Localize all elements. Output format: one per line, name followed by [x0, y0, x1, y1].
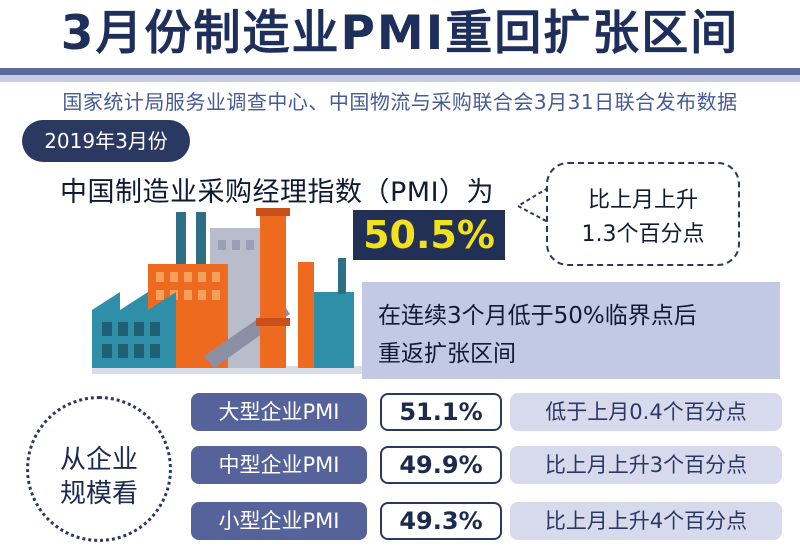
title-divider-light	[0, 75, 800, 82]
page-title: 3月份制造业PMI重回扩张区间	[60, 6, 740, 61]
large-enterprise-label: 大型企业PMI	[191, 393, 367, 431]
medium-enterprise-label: 中型企业PMI	[191, 446, 367, 484]
critical-line-2: 重返扩张区间	[378, 341, 516, 367]
change-bubble: 比上月上升 1.3个百分点	[546, 162, 740, 266]
circle-line-2: 规模看	[59, 479, 138, 509]
critical-point-note: 在连续3个月低于50%临界点后 重返扩张区间	[362, 282, 780, 379]
critical-line-1: 在连续3个月低于50%临界点后	[378, 303, 697, 329]
large-enterprise-change: 低于上月0.4个百分点	[510, 393, 782, 431]
bubble-tail	[516, 186, 550, 224]
small-enterprise-value: 49.3%	[380, 502, 502, 540]
large-enterprise-value: 51.1%	[380, 393, 502, 431]
title-divider	[0, 68, 800, 75]
factory-illustration	[92, 208, 372, 374]
bubble-line-2: 1.3个百分点	[581, 222, 705, 247]
small-enterprise-label: 小型企业PMI	[191, 502, 367, 540]
medium-enterprise-change: 比上月上升3个百分点	[510, 446, 782, 484]
source-line: 国家统计局服务业调查中心、中国物流与采购联合会3月31日联合发布数据	[62, 90, 738, 114]
medium-enterprise-value: 49.9%	[380, 446, 502, 484]
period-badge: 2019年3月份	[22, 120, 190, 162]
enterprise-scale-circle: 从企业 规模看	[26, 396, 172, 542]
pmi-value: 50.5%	[353, 210, 505, 260]
small-enterprise-change: 比上月上升4个百分点	[510, 502, 782, 540]
circle-line-1: 从企业	[59, 445, 138, 475]
pmi-label: 中国制造业采购经理指数（PMI）为	[60, 177, 495, 208]
bubble-line-1: 比上月上升	[587, 188, 698, 213]
